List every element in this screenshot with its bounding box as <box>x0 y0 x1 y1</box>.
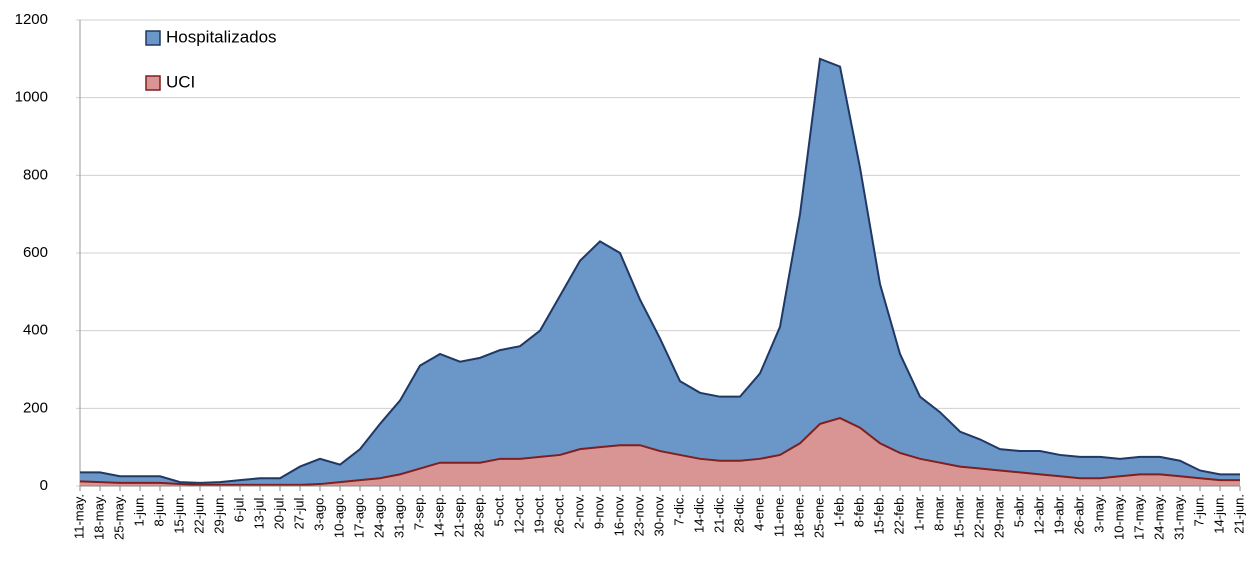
x-tick-label: 14-dic. <box>691 494 706 533</box>
x-tick-label: 12-oct. <box>511 494 526 534</box>
y-tick-label: 0 <box>40 477 48 494</box>
legend-swatch <box>145 75 161 91</box>
x-tick-label: 29-mar. <box>991 494 1006 538</box>
x-tick-label: 13-jul. <box>251 494 266 529</box>
x-tick-label: 8-jun. <box>151 494 166 527</box>
x-tick-label: 4-ene. <box>751 494 766 531</box>
x-tick-label: 22-feb. <box>891 494 906 534</box>
x-tick-label: 3-may. <box>1091 494 1106 533</box>
x-tick-label: 16-nov. <box>611 494 626 536</box>
x-tick-label: 24-may. <box>1151 494 1166 540</box>
x-tick-label: 11-may. <box>71 494 86 539</box>
x-tick-label: 24-ago. <box>371 494 386 538</box>
x-tick-label: 18-ene. <box>791 494 806 538</box>
y-tick-label: 1200 <box>15 11 48 28</box>
x-tick-label: 19-abr. <box>1051 494 1066 534</box>
x-tick-label: 1-mar. <box>911 494 926 531</box>
x-tick-label: 11-ene. <box>771 494 786 537</box>
area-line <box>79 416 1240 486</box>
x-tick-label: 10-may. <box>1111 494 1126 540</box>
x-tick-label: 31-ago. <box>391 494 406 538</box>
y-tick-label: 600 <box>23 244 48 261</box>
x-tick-label: 28-dic. <box>731 494 746 533</box>
x-tick-label: 2-nov. <box>571 494 586 529</box>
x-tick-label: 9-nov. <box>591 494 606 529</box>
x-tick-label: 19-oct. <box>531 494 546 534</box>
x-tick-label: 22-jun. <box>191 494 206 534</box>
x-tick-label: 17-may. <box>1131 494 1146 540</box>
x-tick-label: 1-jun. <box>131 494 146 527</box>
legend-label: UCI <box>166 72 195 91</box>
y-tick-label: 400 <box>23 322 48 339</box>
y-tick-label: 1000 <box>15 89 48 106</box>
x-tick-label: 15-feb. <box>871 494 886 534</box>
x-tick-label: 21-sep. <box>451 494 466 537</box>
x-tick-label: 26-abr. <box>1071 494 1086 534</box>
x-tick-label: 28-sep. <box>471 494 486 537</box>
x-tick-label: 31-may. <box>1171 494 1186 540</box>
x-tick-label: 3-ago. <box>311 494 326 531</box>
x-tick-label: 26-oct. <box>551 494 566 534</box>
x-tick-label: 6-jul. <box>231 494 246 522</box>
x-tick-label: 29-jun. <box>211 494 226 534</box>
x-tick-label: 7-jun. <box>1191 494 1206 527</box>
y-tick-label: 200 <box>23 399 48 416</box>
x-tick-label: 14-jun. <box>1211 494 1226 534</box>
area-line <box>80 57 1240 484</box>
x-tick-label: 10-ago. <box>331 494 346 538</box>
x-tick-label: 27-jul. <box>291 494 306 529</box>
x-tick-label: 15-mar. <box>951 494 966 538</box>
y-tick-label: 800 <box>23 166 48 183</box>
x-tick-label: 15-jun. <box>171 494 186 534</box>
x-tick-label: 21-dic. <box>711 494 726 533</box>
x-tick-label: 1-feb. <box>831 494 846 527</box>
area <box>80 58 1240 486</box>
x-tick-label: 14-sep. <box>431 494 446 537</box>
x-tick-label: 30-nov. <box>651 494 666 536</box>
x-tick-label: 5-oct. <box>491 494 506 527</box>
x-tick-label: 25-ene. <box>811 494 826 538</box>
x-tick-label: 7-dic. <box>671 494 686 526</box>
x-tick-label: 20-jul. <box>271 494 286 529</box>
legend-swatch <box>145 30 161 46</box>
x-tick-label: 23-nov. <box>631 494 646 536</box>
x-tick-label: 8-mar. <box>931 494 946 531</box>
x-tick-label: 8-feb. <box>851 494 866 527</box>
x-tick-label: 22-mar. <box>971 494 986 538</box>
x-tick-label: 17-ago. <box>351 494 366 538</box>
x-tick-label: 12-abr. <box>1031 494 1046 534</box>
x-tick-label: 18-may. <box>91 494 106 540</box>
x-tick-label: 21-jun. <box>1231 494 1246 534</box>
legend-label: Hospitalizados <box>166 27 277 46</box>
x-tick-label: 7-sep. <box>411 494 426 530</box>
x-tick-label: 25-may. <box>111 494 126 540</box>
x-tick-label: 5-abr. <box>1011 494 1026 527</box>
